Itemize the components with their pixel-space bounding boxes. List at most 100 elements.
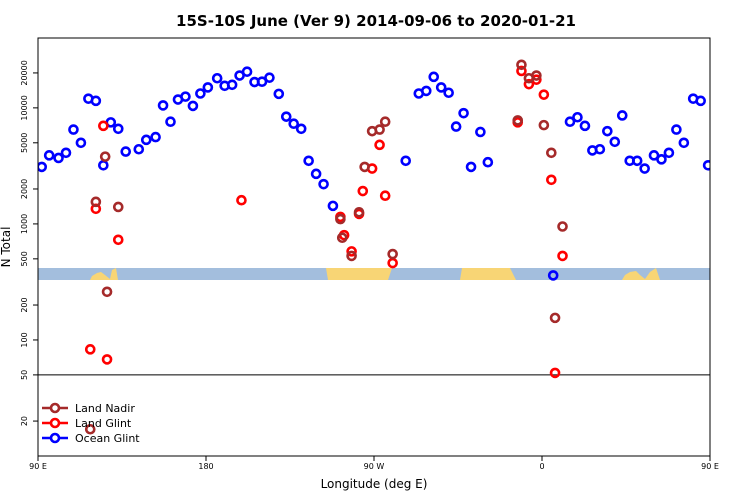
- x-tick-label: 90 E: [701, 462, 719, 471]
- data-point-ocean-glint: [327, 200, 339, 212]
- data-point-ocean-glint: [671, 124, 682, 135]
- data-point-land-nadir: [90, 196, 102, 208]
- data-point-land-nadir: [99, 151, 111, 162]
- data-point-ocean-glint: [303, 155, 314, 167]
- x-tick-label: 0: [539, 462, 544, 471]
- data-point-ocean-glint: [727, 148, 735, 156]
- x-tick-label: 90 W: [364, 462, 385, 471]
- data-point-ocean-glint: [211, 72, 223, 84]
- data-point-land-nadir: [335, 213, 346, 225]
- data-point-land-nadir: [721, 425, 729, 433]
- data-point-land-glint: [523, 78, 535, 90]
- data-point-ocean-glint: [140, 134, 152, 146]
- data-point-land-glint: [374, 139, 385, 151]
- data-point-land-nadir: [738, 288, 746, 296]
- data-point-land-glint: [516, 65, 527, 77]
- data-point-land-nadir: [379, 116, 391, 127]
- data-point-land-nadir: [546, 147, 557, 159]
- data-point-ocean-glint: [648, 150, 660, 161]
- data-point-ocean-glint: [165, 116, 176, 127]
- data-point-ocean-glint: [226, 79, 238, 91]
- data-point-ocean-glint: [663, 147, 675, 159]
- data-point-ocean-glint: [656, 154, 667, 165]
- data-point-ocean-glint: [616, 110, 628, 121]
- data-point-ocean-glint: [594, 143, 606, 155]
- data-point-land-glint: [357, 185, 369, 197]
- y-tick-label: 20: [20, 416, 29, 426]
- data-point-ocean-glint: [318, 178, 329, 190]
- legend-label: Ocean Glint: [75, 432, 140, 445]
- data-point-ocean-glint: [702, 159, 710, 171]
- data-point-land-nadir: [549, 312, 561, 324]
- data-point-land-glint: [738, 355, 746, 363]
- data-point-ocean-glint: [482, 156, 494, 168]
- data-point-ocean-glint: [112, 123, 124, 135]
- legend-marker: [49, 402, 61, 414]
- data-point-ocean-glint: [400, 155, 412, 167]
- data-point-land-nadir: [516, 59, 527, 71]
- data-point-ocean-glint: [202, 82, 214, 93]
- y-tick-label: 500: [20, 251, 29, 266]
- data-point-ocean-glint: [98, 159, 109, 171]
- data-point-ocean-glint: [547, 270, 559, 281]
- data-point-ocean-glint: [288, 118, 300, 130]
- x-axis-label: Longitude (deg E): [321, 477, 428, 491]
- legend-marker: [49, 432, 61, 444]
- y-axis-ticks: 20 50 100 200 500 1000 2000 5000 10000 20000: [20, 60, 38, 426]
- data-point-land-glint: [557, 250, 568, 262]
- data-point-land-glint: [112, 234, 124, 246]
- data-point-ocean-glint: [609, 136, 621, 148]
- legend: Land Nadir Land Glint Ocean Glint: [42, 402, 140, 445]
- data-point-ocean-glint: [150, 131, 161, 143]
- data-point-ocean-glint: [68, 124, 79, 135]
- data-point-ocean-glint: [564, 116, 576, 127]
- y-tick-label: 200: [20, 297, 29, 312]
- data-point-ocean-glint: [475, 126, 486, 138]
- data-point-ocean-glint: [740, 145, 748, 153]
- data-point-land-glint: [734, 122, 742, 130]
- data-point-ocean-glint: [734, 219, 742, 227]
- land-area: [460, 268, 516, 280]
- data-point-land-nadir: [374, 124, 385, 135]
- data-point-ocean-glint: [75, 137, 87, 149]
- y-tick-label: 100: [20, 332, 29, 347]
- data-point-ocean-glint: [60, 147, 72, 159]
- data-point-ocean-glint: [310, 168, 322, 180]
- data-point-land-nadir: [727, 198, 735, 206]
- data-point-land-glint: [727, 205, 735, 213]
- data-point-land-glint: [346, 246, 357, 257]
- plot-frame: [37, 37, 711, 457]
- data-point-ocean-glint: [695, 95, 706, 107]
- data-point-ocean-glint: [43, 150, 55, 161]
- data-point-ocean-glint: [465, 161, 477, 173]
- data-point-land-glint: [549, 367, 561, 379]
- data-point-ocean-glint: [420, 85, 432, 97]
- data-point-land-nadir: [387, 248, 398, 260]
- data-point-ocean-glint: [241, 66, 253, 77]
- y-tick-label: 20000: [20, 60, 29, 85]
- data-point-ocean-glint: [180, 91, 191, 102]
- data-point-ocean-glint: [157, 100, 169, 111]
- data-point-land-glint: [387, 257, 398, 269]
- data-point-ocean-glint: [195, 88, 206, 99]
- data-point-ocean-glint: [435, 82, 447, 93]
- data-point-land-nadir: [112, 201, 124, 213]
- data-point-land-glint: [538, 89, 550, 100]
- data-point-land-nadir: [557, 221, 568, 232]
- data-point-land-glint: [98, 120, 109, 132]
- data-point-land-glint: [101, 354, 113, 365]
- data-point-ocean-glint: [53, 152, 64, 164]
- data-point-ocean-glint: [120, 146, 132, 157]
- y-tick-label: 5000: [20, 133, 29, 153]
- data-point-land-nadir: [336, 232, 348, 244]
- y-tick-label: 1000: [20, 214, 29, 234]
- data-point-ocean-glint: [256, 76, 268, 88]
- data-point-ocean-glint: [295, 123, 307, 135]
- data-point-ocean-glint: [458, 107, 469, 119]
- data-point-ocean-glint: [712, 118, 720, 126]
- data-point-land-glint: [84, 344, 96, 355]
- data-point-land-nadir: [101, 286, 113, 298]
- data-point-land-nadir: [538, 119, 550, 131]
- land-area: [326, 268, 392, 280]
